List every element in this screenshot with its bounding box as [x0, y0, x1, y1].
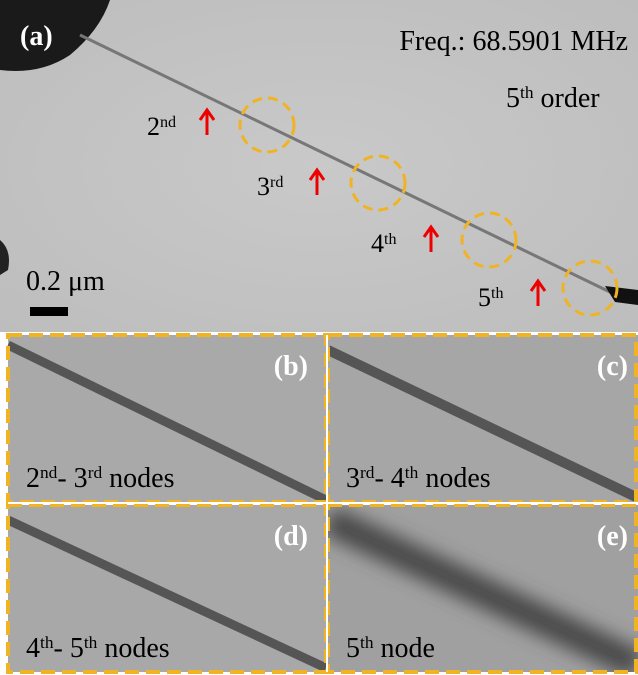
text-segment: 5 — [506, 83, 520, 114]
text-segment: nodes — [102, 463, 174, 494]
text-segment: nd — [40, 463, 58, 482]
text-segment: th — [405, 463, 419, 482]
text-segment: 4 — [26, 633, 40, 664]
figure: (a)Freq.: 68.5901 MHz5th order0.2 μm2nd3… — [0, 0, 638, 675]
frequency: Freq.: 68.5901 MHz — [399, 26, 628, 57]
text-segment: rd — [360, 463, 375, 482]
text-segment: - 4 — [374, 463, 404, 494]
text-segment: nodes — [418, 463, 490, 494]
text-segment: 3 — [257, 172, 270, 201]
text-segment: 4 — [371, 229, 384, 258]
text-segment: th — [520, 83, 534, 102]
text-segment: th — [40, 633, 54, 652]
text-segment: nodes — [97, 633, 169, 664]
text-segment: 2 — [26, 463, 40, 494]
insets — [8, 335, 638, 672]
scale-bar — [30, 307, 68, 316]
text-segment: th — [384, 231, 397, 248]
text-segment: node — [374, 633, 435, 664]
text-segment: rd — [270, 174, 283, 191]
text-segment: nd — [160, 114, 176, 131]
inset-label: (b) — [274, 351, 308, 382]
inset-label: (c) — [597, 351, 628, 382]
text-segment: 5 — [346, 633, 360, 664]
inset-label: (d) — [274, 521, 308, 552]
inset-caption: 5th node — [346, 633, 435, 665]
panel-label: (a) — [20, 21, 53, 52]
text-segment: - 3 — [57, 463, 87, 494]
text-segment: th — [360, 633, 374, 652]
scale-bar-label: 0.2 μm — [26, 266, 105, 297]
text-segment: rd — [88, 463, 103, 482]
inset-label: (e) — [597, 521, 628, 552]
text-segment: 5 — [478, 283, 491, 312]
text-segment: th — [84, 633, 98, 652]
text-segment: - 5 — [54, 633, 84, 664]
text-segment: 3 — [346, 463, 360, 494]
text-segment: order — [534, 83, 601, 114]
text-segment: th — [491, 285, 504, 302]
text-segment: 2 — [147, 112, 160, 141]
